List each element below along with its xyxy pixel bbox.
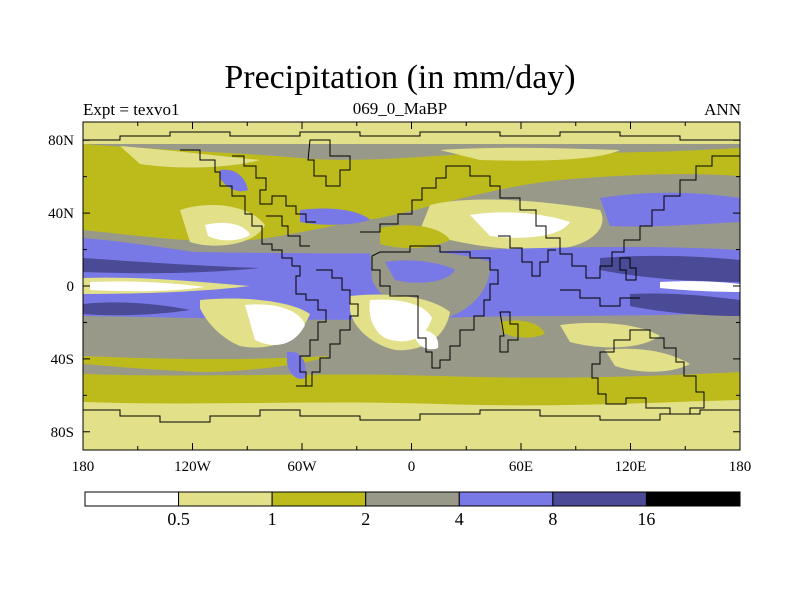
colorbar-swatch xyxy=(84,491,180,507)
lat-tick-label: 0 xyxy=(67,279,75,295)
field-namerica-white xyxy=(205,222,250,241)
field-east-white xyxy=(660,281,740,292)
field-sepacific-white xyxy=(245,304,305,345)
colorbar-swatch xyxy=(178,491,273,507)
lon-tick-label: 180 xyxy=(72,459,95,475)
field-natlantic-blue xyxy=(300,208,370,225)
lon-tick-label: 120W xyxy=(174,459,212,475)
precipitation-field xyxy=(83,122,740,450)
field-antarctic-light xyxy=(83,428,740,450)
lon-tick-label: 120E xyxy=(615,459,647,475)
field-indian-olive xyxy=(500,320,545,338)
field-north-light-patch-1 xyxy=(120,146,260,168)
colorbar-level-label: 1 xyxy=(268,509,277,529)
field-australia-light xyxy=(560,322,660,348)
lat-tick-label: 80S xyxy=(51,425,74,441)
colorbar-level-label: 0.5 xyxy=(167,509,190,529)
field-asia-white xyxy=(470,212,570,238)
field-itcz-navy-west xyxy=(83,258,260,274)
experiment-label: Expt = texvo1 xyxy=(83,100,180,119)
coast-arctic xyxy=(83,131,740,141)
coast-australia xyxy=(591,329,705,415)
field-africa-blue xyxy=(385,260,455,283)
field-itcz-navy-east xyxy=(600,255,740,282)
coast-antarctica xyxy=(83,409,740,423)
coast-indonesia xyxy=(560,289,640,307)
field-spcz-navy-east xyxy=(630,293,740,316)
field-cold-tongue-white xyxy=(90,281,205,292)
colorbar-level-label: 8 xyxy=(548,509,557,529)
period-label: 069_0_MaBP xyxy=(352,99,448,118)
field-north-light-patch-2 xyxy=(440,147,620,161)
colorbar-swatch xyxy=(365,491,460,507)
colorbar-level-label: 2 xyxy=(361,509,370,529)
lon-tick-label: 0 xyxy=(408,459,416,475)
field-southern-light xyxy=(83,400,740,428)
coast-europe xyxy=(360,165,458,233)
map-title: Precipitation (in mm/day) xyxy=(224,59,576,96)
lat-tick-label: 40S xyxy=(51,352,74,368)
colorbar-level-label: 16 xyxy=(637,509,655,529)
colorbar: 0.5 1 2 4 8 16 xyxy=(84,491,741,529)
lat-tick-label: 80N xyxy=(48,133,74,149)
longitude-axis: 180 120W 60W 0 60E 120E 180 xyxy=(72,122,752,475)
field-sahara-olive xyxy=(380,225,450,249)
field-southern-olive-top xyxy=(83,356,330,372)
lon-tick-label: 180 xyxy=(729,459,752,475)
coast-madagascar xyxy=(499,311,519,353)
field-southafrica-white xyxy=(415,329,439,350)
field-australia-light-2 xyxy=(605,348,690,372)
colorbar-swatch xyxy=(552,491,647,507)
coast-samerica-east xyxy=(304,269,359,387)
colorbar-level-label: 4 xyxy=(455,509,464,529)
field-npacific-blue-east xyxy=(600,192,740,227)
coast-africa xyxy=(371,245,499,369)
latitude-axis: 80N 40N 0 40S 80S xyxy=(48,133,740,441)
coast-asia xyxy=(458,155,740,279)
coast-india xyxy=(498,235,556,277)
field-arctic-light xyxy=(83,122,740,144)
lon-tick-label: 60E xyxy=(509,459,533,475)
colorbar-swatch xyxy=(458,491,554,507)
lon-tick-label: 60W xyxy=(287,459,317,475)
coastline-layer xyxy=(83,131,740,423)
coast-greenland xyxy=(307,139,351,187)
coast-namerica-east xyxy=(266,215,310,247)
coast-samerica-west xyxy=(292,265,327,387)
field-spcz-navy-west xyxy=(83,302,190,316)
colorbar-swatch xyxy=(271,491,367,507)
coast-namerica-north xyxy=(232,155,316,223)
coast-philippines xyxy=(619,257,637,281)
coast-namerica-west xyxy=(180,149,293,266)
lat-tick-label: 40N xyxy=(48,206,74,222)
season-label: ANN xyxy=(704,100,741,119)
colorbar-swatch xyxy=(645,491,741,507)
